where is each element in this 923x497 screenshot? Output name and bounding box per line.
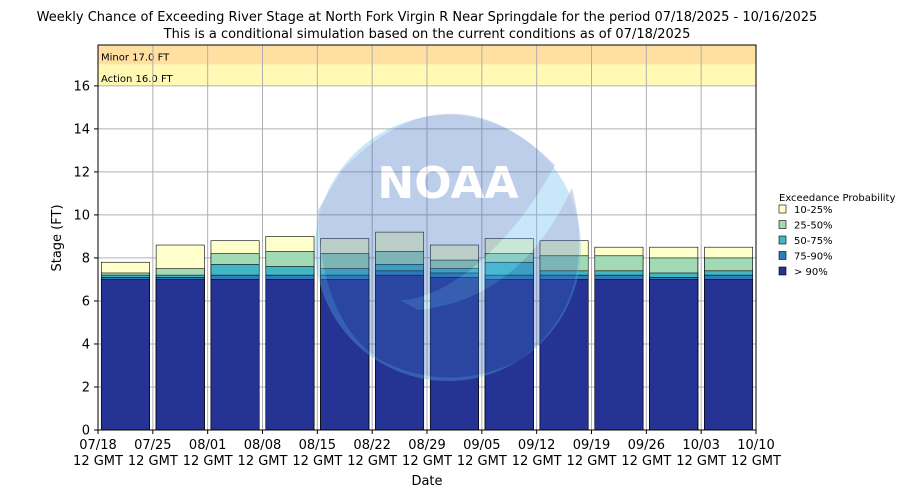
x-tick-label: 10/10 (737, 438, 774, 453)
y-tick-label: 0 (82, 424, 90, 439)
bar-segment (704, 279, 754, 431)
bar-segment (429, 276, 479, 431)
x-tick-label-time: 12 GMT (457, 454, 507, 469)
legend-entry: 25-50% (794, 221, 833, 232)
bar-segment (155, 279, 205, 431)
x-tick-label: 07/25 (134, 438, 171, 453)
x-tick-label-time: 12 GMT (73, 454, 123, 469)
legend-swatch (778, 266, 787, 276)
x-tick-label: 10/03 (682, 438, 719, 453)
bar-segment (265, 279, 315, 431)
x-tick-label: 08/22 (353, 438, 390, 453)
x-axis-label: Date (411, 474, 442, 489)
legend-entry: 10-25% (794, 205, 833, 216)
x-tick-label: 08/15 (299, 438, 336, 453)
bar-segment (649, 279, 699, 431)
x-tick-label-time: 12 GMT (621, 454, 671, 469)
bar-segment (320, 279, 370, 431)
legend-entry: > 90% (794, 267, 828, 278)
x-tick-label: 09/26 (628, 438, 665, 453)
plot-area: Action 16.0 FT Minor 17.0 FT (97, 45, 757, 431)
x-tick-label: 08/08 (244, 438, 281, 453)
x-tick-label: 07/18 (79, 438, 116, 453)
legend: Exceedance Probability 10-25% 25-50% 50-75… (778, 193, 895, 278)
bar-segment (484, 279, 534, 431)
threshold-label: Action 16.0 FT (101, 74, 174, 85)
chart-title: Weekly Chance of Exceeding River Stage a… (37, 10, 818, 25)
legend-swatch (778, 251, 787, 260)
y-tick-label: 12 (73, 165, 90, 180)
x-tick-label: 09/19 (573, 438, 610, 453)
x-tick-label-time: 12 GMT (567, 454, 617, 469)
x-tick-label-time: 12 GMT (512, 454, 562, 469)
y-tick-label: 6 (82, 294, 90, 309)
y-tick-label: 8 (82, 251, 90, 266)
x-tick-label: 09/12 (518, 438, 555, 453)
x-tick-label: 09/05 (463, 438, 500, 453)
bar-segment (594, 279, 644, 431)
legend-entry: 75-90% (794, 252, 833, 263)
chart-subtitle: This is a conditional simulation based o… (163, 27, 691, 42)
x-tick-label-time: 12 GMT (183, 454, 233, 469)
x-tick-label-time: 12 GMT (347, 454, 397, 469)
x-tick-label-time: 12 GMT (292, 454, 342, 469)
y-tick-label: 10 (73, 208, 90, 223)
x-tick-label-time: 12 GMT (128, 454, 178, 469)
legend-swatch (778, 220, 787, 229)
bar-segment (100, 279, 150, 431)
threshold-label: Minor 17.0 FT (101, 52, 170, 63)
y-tick-label: 16 (73, 79, 90, 94)
legend-swatch (778, 235, 787, 245)
y-axis-label: Stage (FT) (50, 204, 65, 271)
x-tick-label-time: 12 GMT (731, 454, 781, 469)
y-tick-label: 2 (82, 380, 90, 395)
y-tick-label: 14 (73, 122, 90, 137)
x-tick-label-time: 12 GMT (676, 454, 726, 469)
x-tick-label: 08/01 (189, 438, 226, 453)
svg-text:NOAA: NOAA (377, 158, 518, 209)
x-tick-label-time: 12 GMT (402, 454, 452, 469)
legend-entry: 50-75% (794, 236, 833, 247)
y-tick-label: 4 (82, 337, 90, 352)
legend-title: Exceedance Probability (779, 193, 895, 204)
noaa-logo-watermark: NOAA (315, 113, 581, 381)
legend-swatch (778, 204, 787, 214)
bar-segment (210, 279, 260, 431)
x-tick-label-time: 12 GMT (238, 454, 288, 469)
x-tick-label: 08/29 (408, 438, 445, 453)
